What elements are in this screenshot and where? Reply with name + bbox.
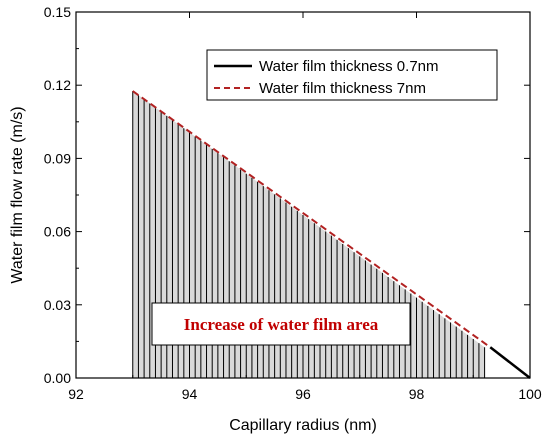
y-tick-label: 0.00: [44, 370, 71, 386]
series-line-2: [132, 90, 491, 349]
axis-ticks: 92 94 96 98 100 0.00 0.03 0.06 0.09 0.12 0.15: [44, 4, 542, 402]
annotation-text: Increase of water film area: [184, 315, 379, 334]
x-tick-label: 100: [518, 386, 542, 402]
series-line-1: [489, 346, 531, 379]
x-axis-title: Capillary radius (nm): [229, 417, 377, 434]
legend: Water film thickness 0.7nm Water film th…: [206, 49, 498, 101]
y-tick-label: 0.03: [44, 297, 71, 313]
annotation-box: [151, 302, 411, 346]
x-tick-label: 98: [409, 386, 425, 402]
y-tick-label: 0.15: [44, 4, 71, 20]
y-tick-label: 0.06: [44, 224, 71, 240]
y-tick-label: 0.12: [44, 77, 71, 93]
y-axis-title: Water film flow rate (m/s): [9, 106, 26, 283]
series-lines: [132, 90, 531, 379]
legend-label-1: Water film thickness 0.7nm: [259, 58, 439, 75]
x-tick-label: 94: [182, 386, 198, 402]
legend-label-2: Water film thickness 7nm: [259, 80, 426, 97]
legend-box: [206, 49, 498, 101]
y-tick-label: 0.09: [44, 150, 71, 166]
x-tick-label: 92: [68, 386, 84, 402]
x-tick-label: 96: [295, 386, 311, 402]
annotation: Increase of water film area: [151, 302, 411, 346]
